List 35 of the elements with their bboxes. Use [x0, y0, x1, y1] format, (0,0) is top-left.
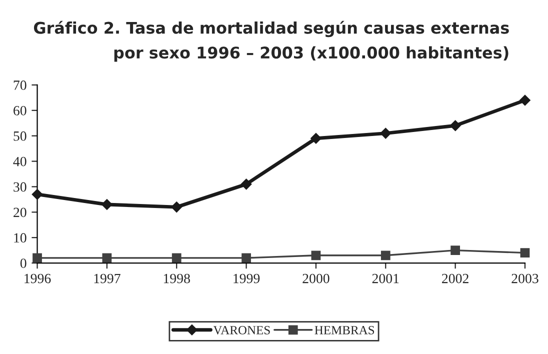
y-tick-label: 60 [14, 106, 26, 116]
point [520, 94, 530, 106]
x-tick-label: 2000 [302, 274, 330, 284]
point [242, 253, 251, 263]
point [450, 120, 461, 132]
point [102, 199, 112, 210]
x-tick-label: 2002 [442, 274, 468, 284]
y-tick-label: 50 [14, 131, 26, 141]
y-tick-label: 0 [20, 258, 26, 268]
point [172, 253, 182, 263]
point [520, 248, 530, 258]
point [450, 246, 460, 255]
point [171, 202, 182, 212]
point [310, 132, 322, 144]
x-tick-label: 1996 [24, 274, 51, 284]
x-tick-label: 1999 [234, 274, 260, 284]
point [380, 128, 392, 139]
x-tick-label: 2003 [512, 274, 538, 284]
point [240, 178, 252, 190]
point [102, 253, 112, 263]
point [380, 250, 390, 260]
y-tick-label: 70 [14, 80, 26, 90]
legend-label: HEMBRAS [314, 326, 374, 334]
chart-title: Gráfico 2. Tasa de mortalidad según causas externas [34, 20, 509, 38]
y-tick-label: 30 [14, 182, 26, 192]
legend-label: VARONES [213, 326, 270, 334]
point [32, 188, 43, 200]
y-tick-label: 40 [13, 156, 26, 166]
y-tick-label: 20 [14, 208, 26, 218]
x-tick-label: 1998 [164, 274, 190, 284]
point [311, 250, 321, 260]
chart-subtitle: por sexo 1996 – 2003 (x100.000 habitantes) [114, 46, 508, 62]
x-tick-label: 2001 [372, 274, 399, 284]
x-tick-label: 1997 [94, 274, 120, 284]
y-tick-label: 10 [14, 233, 26, 243]
